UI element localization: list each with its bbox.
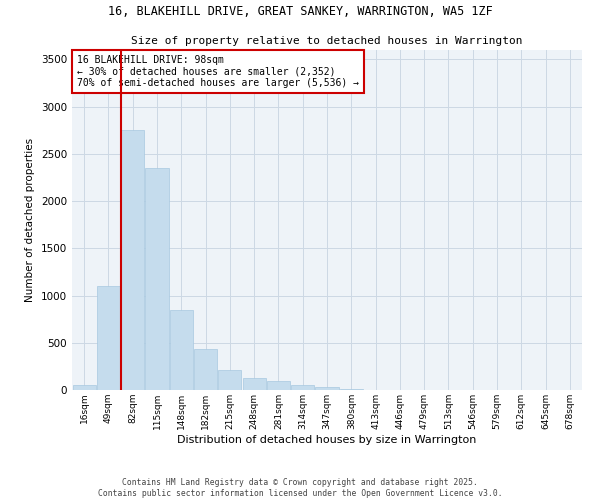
Text: Contains HM Land Registry data © Crown copyright and database right 2025.
Contai: Contains HM Land Registry data © Crown c… xyxy=(98,478,502,498)
Bar xyxy=(291,386,314,390)
Text: 16, BLAKEHILL DRIVE, GREAT SANKEY, WARRINGTON, WA5 1ZF: 16, BLAKEHILL DRIVE, GREAT SANKEY, WARRI… xyxy=(107,5,493,18)
Bar xyxy=(145,168,169,390)
Bar xyxy=(73,386,95,390)
Bar xyxy=(97,286,120,390)
X-axis label: Distribution of detached houses by size in Warrington: Distribution of detached houses by size … xyxy=(178,434,476,444)
Y-axis label: Number of detached properties: Number of detached properties xyxy=(25,138,35,302)
Bar xyxy=(218,370,241,390)
Bar xyxy=(170,310,193,390)
Bar xyxy=(121,130,144,390)
Title: Size of property relative to detached houses in Warrington: Size of property relative to detached ho… xyxy=(131,36,523,46)
Bar xyxy=(316,387,338,390)
Text: 16 BLAKEHILL DRIVE: 98sqm
← 30% of detached houses are smaller (2,352)
70% of se: 16 BLAKEHILL DRIVE: 98sqm ← 30% of detac… xyxy=(77,55,359,88)
Bar xyxy=(340,389,363,390)
Bar xyxy=(242,378,266,390)
Bar xyxy=(194,350,217,390)
Bar xyxy=(267,380,290,390)
